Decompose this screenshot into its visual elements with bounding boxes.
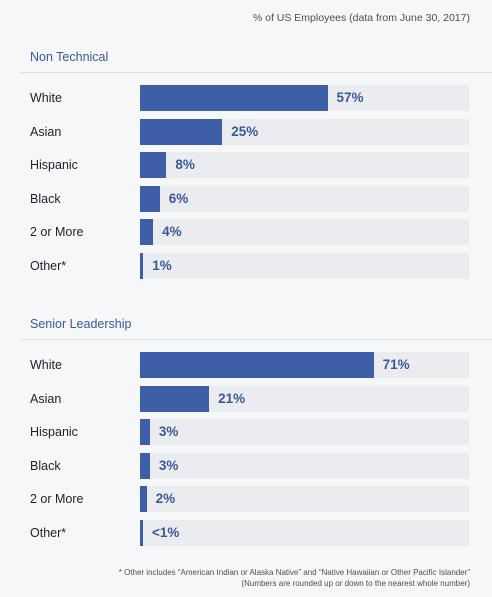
bar-track: 1% xyxy=(140,252,469,279)
data-label-other: <1% xyxy=(152,524,180,540)
category-label-2-or-more: 2 or More xyxy=(30,225,84,239)
data-label-2-or-more: 2% xyxy=(155,491,176,506)
category-label-white: White xyxy=(30,91,62,105)
data-label-other: 1% xyxy=(152,257,172,273)
bar-hispanic xyxy=(140,419,150,445)
bar-track: 8% xyxy=(140,152,469,178)
category-label-hispanic: Hispanic xyxy=(30,158,78,172)
bar-track: <1% xyxy=(140,519,469,546)
footnote-line-2: (Numbers are rounded up or down to the n… xyxy=(241,579,470,588)
section-divider xyxy=(20,339,492,340)
bar-track: 2% xyxy=(140,486,469,512)
bar-track: 71% xyxy=(140,352,469,378)
bar-track: 57% xyxy=(140,85,469,111)
bar-track: 6% xyxy=(140,185,469,212)
data-label-white: 71% xyxy=(382,357,410,372)
data-label-white: 57% xyxy=(336,90,364,105)
category-label-other: Other* xyxy=(30,525,67,540)
bar-track: 21% xyxy=(140,385,469,412)
footnote: * Other includes “American Indian or Ala… xyxy=(119,567,470,589)
data-label-black: 3% xyxy=(158,457,179,473)
section-title-senior-leadership: Senior Leadership xyxy=(30,317,132,331)
bar-black xyxy=(140,185,160,212)
header-note: % of US Employees (data from June 30, 20… xyxy=(252,12,470,24)
bar-asian xyxy=(140,118,223,145)
category-label-asian: Asian xyxy=(30,391,62,406)
bar-track: 25% xyxy=(140,118,469,145)
data-label-2-or-more: 4% xyxy=(162,224,182,239)
bar-other xyxy=(140,252,144,279)
section-title-non-technical: Non Technical xyxy=(30,50,109,64)
bar-asian xyxy=(140,385,210,412)
category-label-white: White xyxy=(30,358,62,372)
data-label-hispanic: 3% xyxy=(158,424,179,439)
bar-other xyxy=(140,519,143,546)
bar-2-or-more xyxy=(140,219,154,245)
category-label-black: Black xyxy=(30,191,61,206)
bar-white xyxy=(140,352,374,378)
data-label-black: 6% xyxy=(168,190,189,206)
category-label-black: Black xyxy=(30,458,61,473)
footnote-line-1: * Other includes “American Indian or Ala… xyxy=(118,568,470,577)
category-label-other: Other* xyxy=(30,258,67,273)
data-label-hispanic: 8% xyxy=(175,157,195,172)
category-label-hispanic: Hispanic xyxy=(30,425,78,439)
bar-black xyxy=(140,452,150,479)
category-label-asian: Asian xyxy=(30,124,62,139)
bar-hispanic xyxy=(140,152,167,178)
data-label-asian: 25% xyxy=(231,123,259,139)
category-label-2-or-more: 2 or More xyxy=(30,492,84,506)
bar-track: 3% xyxy=(140,419,469,445)
bar-track: 4% xyxy=(140,219,469,245)
bar-white xyxy=(140,85,328,111)
bar-2-or-more xyxy=(140,486,147,512)
section-divider xyxy=(20,72,492,73)
bar-track: 3% xyxy=(140,452,469,479)
data-label-asian: 21% xyxy=(218,390,246,406)
